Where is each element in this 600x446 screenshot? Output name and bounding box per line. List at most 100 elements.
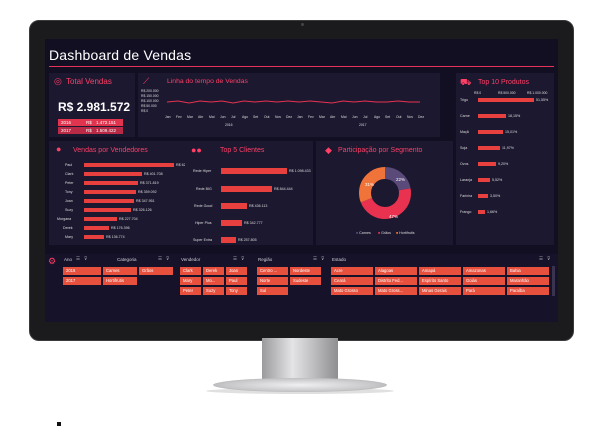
total-sales-title: Total Vendas bbox=[66, 77, 112, 86]
month-label: Mai bbox=[209, 115, 215, 119]
donut-slice-grãos bbox=[359, 167, 411, 219]
seller-value: R$ 227.704 bbox=[119, 217, 138, 221]
slicer-estado-item[interactable]: Paraíba bbox=[507, 287, 549, 295]
slicer-vendedor-item[interactable]: Tony bbox=[226, 287, 247, 295]
currency-label: R$ bbox=[86, 128, 92, 133]
slicer-estado-item[interactable]: Ceará bbox=[331, 277, 373, 285]
client-label: Hiper Plus bbox=[195, 221, 212, 225]
slicer-categoria-item[interactable]: Carnes bbox=[103, 267, 137, 275]
slicer-vendedor-item[interactable]: Mo... bbox=[203, 277, 224, 285]
seller-bar bbox=[84, 172, 142, 176]
multiselect-icon[interactable]: ☰ bbox=[313, 256, 318, 261]
tag-icon: ◆ bbox=[325, 145, 332, 155]
slicer-estado-item[interactable]: Bahia bbox=[507, 267, 549, 275]
month-label: Mar bbox=[187, 115, 193, 119]
clear-filter-icon[interactable]: ⊽ bbox=[166, 256, 170, 261]
product-pct: 51,55% bbox=[536, 98, 549, 102]
monitor-bezel: Dashboard de Vendas ◎ Total Vendas R$ 2.… bbox=[29, 20, 574, 341]
client-bar bbox=[221, 220, 242, 226]
slice-label-graos: 47% bbox=[389, 214, 399, 219]
slicer-estado-item[interactable]: Espírito Santo bbox=[419, 277, 461, 285]
product-label: Laranja bbox=[460, 178, 472, 182]
product-pct: 1,66% bbox=[487, 210, 498, 214]
slicer-estado-item[interactable]: Maranhão bbox=[507, 277, 549, 285]
product-bar bbox=[478, 194, 488, 198]
slicer-vendedor-item[interactable]: Joan bbox=[226, 267, 247, 275]
client-bar bbox=[221, 186, 272, 192]
multiselect-icon[interactable]: ☰ bbox=[539, 256, 544, 261]
product-bar bbox=[478, 130, 503, 134]
seller-value: R$ 176.396 bbox=[111, 226, 130, 230]
y-tick: R$ 100.000 bbox=[141, 99, 159, 103]
slicer-regiao-item[interactable]: Norte bbox=[257, 277, 288, 285]
slicer-estado-item[interactable]: Pará bbox=[463, 287, 505, 295]
month-label: Jun bbox=[220, 115, 226, 119]
seller-label: Tony bbox=[65, 190, 73, 194]
slicer-estado-label: Estado bbox=[332, 257, 347, 262]
legend-carnes: ■ Carnes bbox=[356, 231, 371, 235]
product-bar bbox=[478, 146, 500, 150]
month-label: Fev bbox=[308, 115, 314, 119]
timeline-series-line bbox=[166, 100, 420, 104]
slicer-estado-item[interactable]: Acre bbox=[331, 267, 373, 275]
multiselect-icon[interactable]: ☰ bbox=[158, 256, 163, 261]
client-value: R$ 1.098.433 bbox=[289, 169, 311, 173]
top-clients-panel: ●● Top 5 Clientes Rede Hiper R$ 1.098.43… bbox=[185, 141, 313, 245]
multiselect-icon[interactable]: ☰ bbox=[233, 256, 238, 261]
slicer-vendedor-item[interactable]: Suzy bbox=[203, 287, 224, 295]
slicer-ano-item[interactable]: 2017 bbox=[63, 277, 101, 285]
product-pct: 3,50% bbox=[490, 194, 501, 198]
seller-value: R$ 401.708 bbox=[144, 172, 163, 176]
seller-bar bbox=[84, 217, 117, 221]
product-label: Farinha bbox=[460, 194, 473, 198]
product-pct: 18,15% bbox=[508, 114, 521, 118]
slicer-estado-item[interactable]: Mato Grosso bbox=[331, 287, 373, 295]
product-pct: 15,01% bbox=[505, 130, 518, 134]
slicer-estado-item[interactable]: Amapá bbox=[419, 267, 461, 275]
seller-label: Suzy bbox=[65, 208, 73, 212]
clear-filter-icon[interactable]: ⊽ bbox=[547, 256, 551, 261]
slicer-estado-item[interactable]: Goiás bbox=[463, 277, 505, 285]
year-label: 2017 bbox=[61, 128, 72, 133]
seller-value: R$ 359.092 bbox=[138, 190, 157, 194]
total-sales-panel: ◎ Total Vendas R$ 2.981.572 2016 R$ 1.47… bbox=[49, 73, 135, 137]
month-label: Nov bbox=[407, 115, 414, 119]
y-tick: R$ 50.000 bbox=[141, 104, 157, 108]
slicer-estado-item[interactable]: Amazonas bbox=[463, 267, 505, 275]
slicer-regiao-item[interactable]: Nordeste bbox=[290, 267, 321, 275]
slicer-vendedor-item[interactable]: Derek bbox=[203, 267, 224, 275]
clear-filter-icon[interactable]: ⊽ bbox=[241, 256, 245, 261]
slicer-ano-item[interactable]: 2016 bbox=[63, 267, 101, 275]
slicer-regiao-item[interactable]: Centro ... bbox=[257, 267, 288, 275]
slicer-estado-item[interactable]: Distrito Fed... bbox=[375, 277, 417, 285]
y-tick: R$ 150.000 bbox=[141, 94, 159, 98]
month-label: Jun bbox=[352, 115, 358, 119]
slicer-estado-item[interactable]: Minas Gerais bbox=[419, 287, 461, 295]
slicer-vendedor-item[interactable]: Paul bbox=[226, 277, 247, 285]
slicer-estado-item[interactable]: Mato Gross... bbox=[375, 287, 417, 295]
seller-value: R$ 326.126 bbox=[133, 208, 152, 212]
client-label: Rede BIG bbox=[196, 187, 212, 191]
clear-filter-icon[interactable]: ⊽ bbox=[321, 256, 325, 261]
clear-filter-icon[interactable]: ⊽ bbox=[84, 256, 88, 261]
slicer-estado-scrollbar[interactable] bbox=[552, 266, 555, 296]
slicer-estado-item[interactable]: Alagoas bbox=[375, 267, 417, 275]
gear-icon[interactable]: ⚙ bbox=[48, 256, 57, 266]
slicer-vendedor-item[interactable]: Peter bbox=[180, 287, 201, 295]
people-icon: ●● bbox=[191, 145, 202, 155]
slicer-regiao-item[interactable]: Sul bbox=[257, 287, 288, 295]
seller-value: R$ 347.951 bbox=[136, 199, 155, 203]
slicer-vendedor-item[interactable]: Clark bbox=[180, 267, 201, 275]
slicer-vendedor-item[interactable]: Mary bbox=[180, 277, 201, 285]
slicer-regiao-item[interactable]: Sudeste bbox=[290, 277, 321, 285]
seller-label: Paul bbox=[65, 163, 73, 167]
slicer-categoria-item[interactable]: Grãos bbox=[139, 267, 173, 275]
client-label: Rede Hiper bbox=[193, 169, 212, 173]
month-label: Set bbox=[253, 115, 259, 119]
person-icon: ● bbox=[56, 144, 62, 154]
seller-bar bbox=[84, 235, 104, 239]
slicer-categoria-item[interactable]: Hortifrutis bbox=[103, 277, 137, 285]
month-label: Dez bbox=[286, 115, 293, 119]
client-value: R$ 342.777 bbox=[244, 221, 263, 225]
multiselect-icon[interactable]: ☰ bbox=[76, 256, 81, 261]
